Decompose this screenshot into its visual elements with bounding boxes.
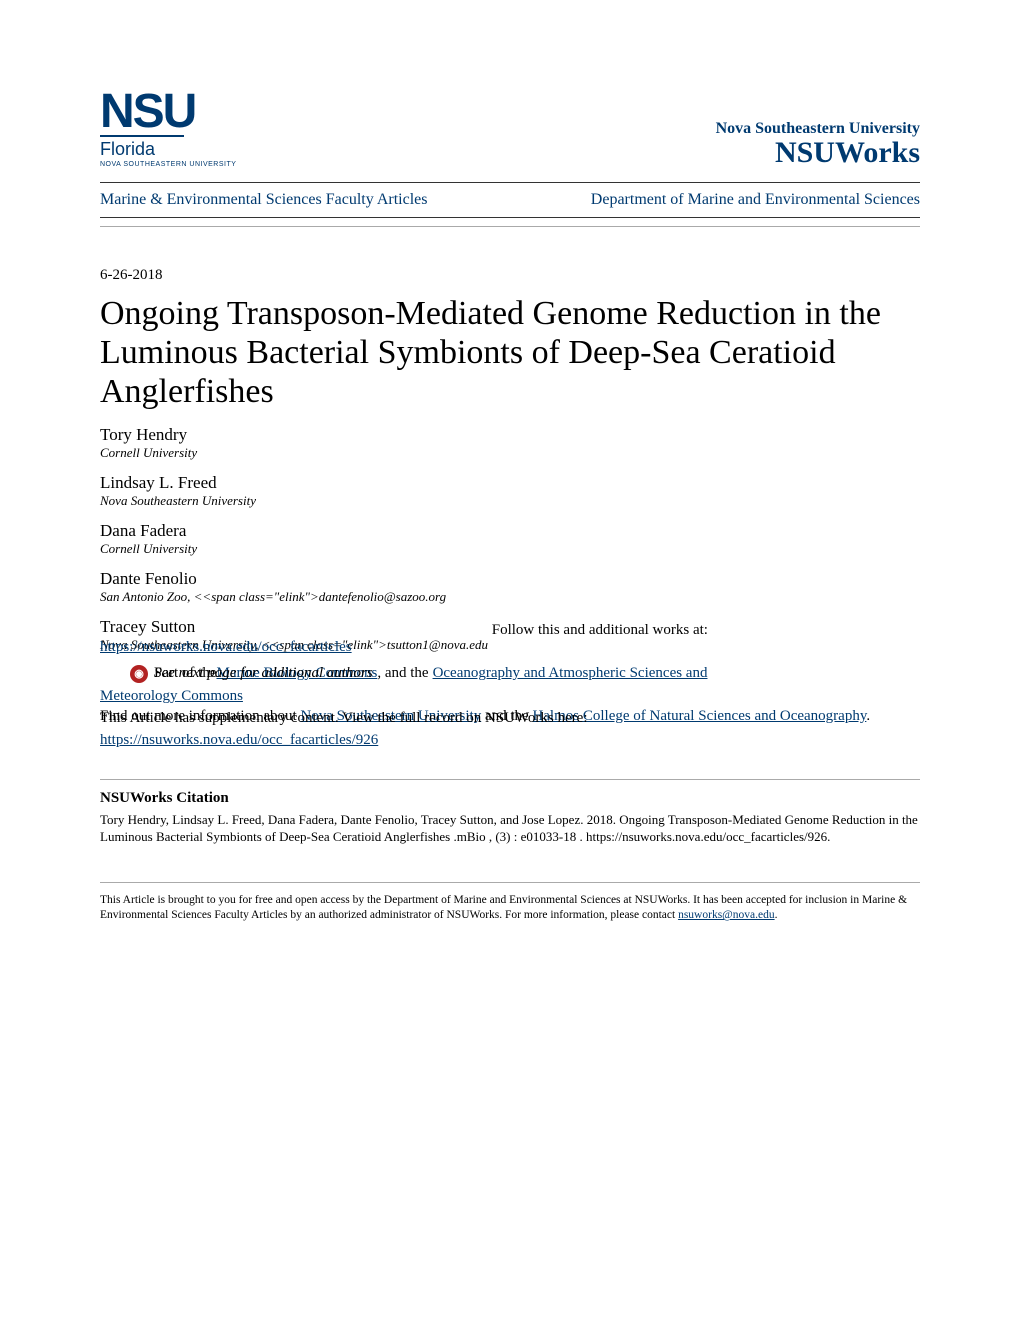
supplementary-line: This Article has supplementary content. … bbox=[100, 708, 920, 728]
author-affiliation: Cornell University bbox=[100, 541, 920, 557]
see-next-authors: See next page for additional authors bbox=[154, 663, 373, 683]
footer-suffix: . bbox=[775, 909, 778, 921]
divider bbox=[100, 226, 920, 227]
nav-department-link[interactable]: Department of Marine and Environmental S… bbox=[591, 191, 920, 209]
footer-block: This Article is brought to you for free … bbox=[100, 882, 920, 924]
follow-text: Follow this and additional works at: bbox=[492, 622, 708, 638]
repository-name: NSUWorks bbox=[716, 138, 920, 168]
and-the: , and the bbox=[377, 663, 428, 683]
repository-block: Nova Southeastern University NSUWorks bbox=[716, 120, 920, 168]
author-name: Dante Fenolio bbox=[100, 569, 920, 589]
author-name: Lindsay L. Freed bbox=[100, 473, 920, 493]
author-block: Dana Fadera Cornell University bbox=[100, 521, 920, 557]
network-icon: ◉ bbox=[130, 665, 148, 683]
nav-row: Marine & Environmental Sciences Faculty … bbox=[100, 182, 920, 218]
footer-email-link[interactable]: nsuworks@nova.edu bbox=[678, 909, 775, 921]
author-block: Tory Hendry Cornell University bbox=[100, 425, 920, 461]
citation-text: Tory Hendry, Lindsay L. Freed, Dana Fade… bbox=[100, 811, 920, 846]
logo-florida-text: Florida bbox=[100, 135, 184, 160]
follow-works-link[interactable]: https://nsuworks.nova.edu/occ_facarticle… bbox=[100, 639, 352, 655]
supplementary-link-line: https://nsuworks.nova.edu/occ_facarticle… bbox=[100, 730, 920, 750]
author-block: Lindsay L. Freed Nova Southeastern Unive… bbox=[100, 473, 920, 509]
author-affiliation: Nova Southeastern University bbox=[100, 493, 920, 509]
header-row: NSU Florida NOVA SOUTHEASTERN UNIVERSITY… bbox=[100, 90, 920, 168]
citation-block: NSUWorks Citation Tory Hendry, Lindsay L… bbox=[100, 779, 920, 846]
citation-heading: NSUWorks Citation bbox=[100, 790, 920, 807]
author-name: Dana Fadera bbox=[100, 521, 920, 541]
author-block: Dante Fenolio San Antonio Zoo, <<span cl… bbox=[100, 569, 920, 605]
footer-text: This Article is brought to you for free … bbox=[100, 894, 907, 922]
meteorology-commons-line: Meteorology Commons bbox=[100, 686, 920, 706]
network-commons-row: ◉ See next page for additional authors P… bbox=[130, 663, 920, 683]
meteorology-commons-link[interactable]: Meteorology Commons bbox=[100, 688, 243, 704]
author-affiliation: San Antonio Zoo, <<span class="elink">da… bbox=[100, 589, 920, 605]
logo-nsu-text: NSU bbox=[100, 90, 236, 133]
full-record-link[interactable]: https://nsuworks.nova.edu/occ_facarticle… bbox=[100, 732, 378, 748]
oceanography-commons-link[interactable]: Oceanography and Atmospheric Sciences an… bbox=[433, 663, 708, 683]
article-title: Ongoing Transposon-Mediated Genome Reduc… bbox=[100, 294, 920, 411]
author-name: Tory Hendry bbox=[100, 425, 920, 445]
publication-date: 6-26-2018 bbox=[100, 267, 920, 284]
logo-block: NSU Florida NOVA SOUTHEASTERN UNIVERSITY bbox=[100, 90, 236, 168]
nav-collection-link[interactable]: Marine & Environmental Sciences Faculty … bbox=[100, 191, 427, 209]
author-affiliation: Cornell University bbox=[100, 445, 920, 461]
logo-subtext: NOVA SOUTHEASTERN UNIVERSITY bbox=[100, 161, 236, 168]
